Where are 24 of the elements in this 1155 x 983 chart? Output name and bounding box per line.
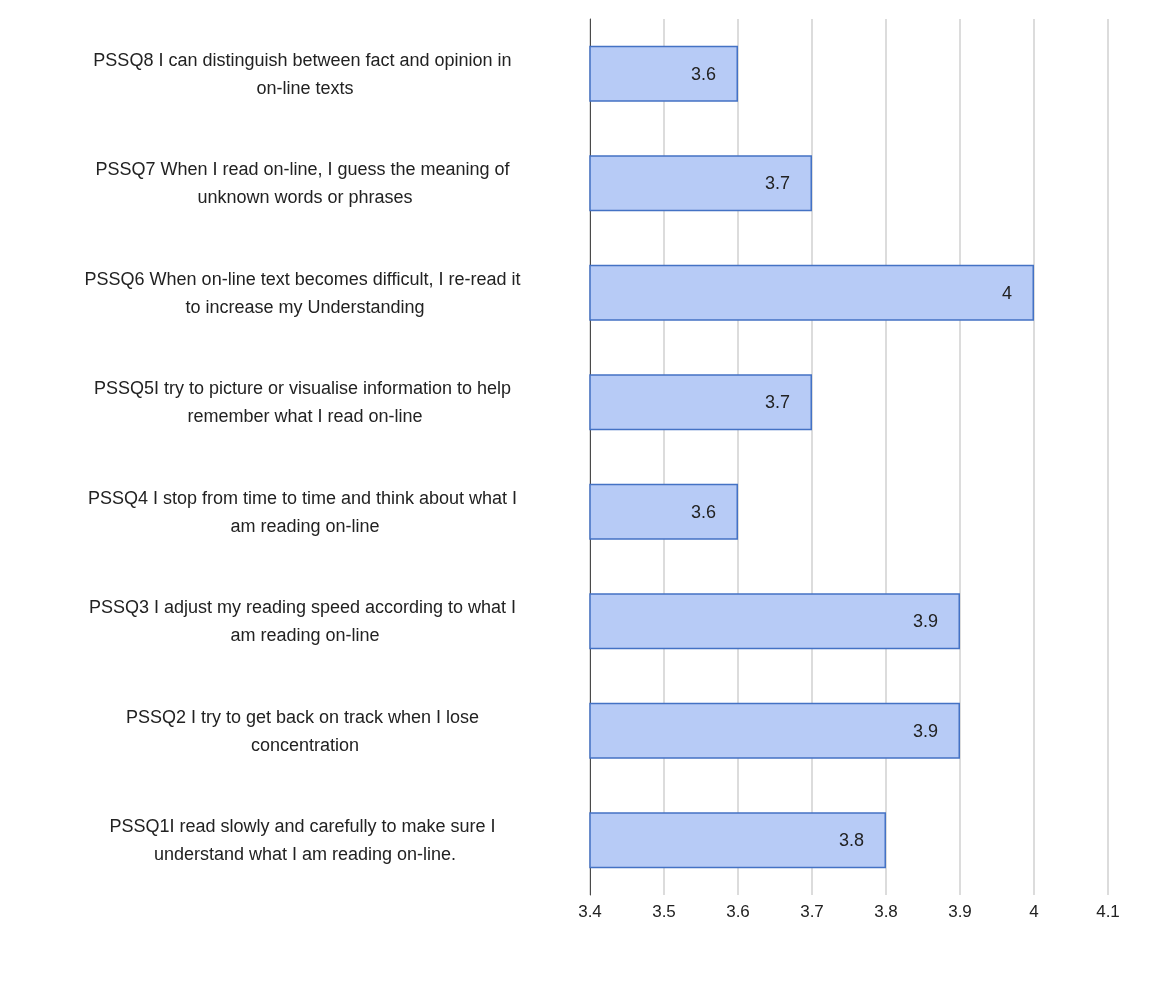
x-tick-label: 3.7 <box>800 902 824 921</box>
data-label: 3.7 <box>764 392 790 413</box>
y-tick-label: PSSQ4 I stop from time to time and think about what I am reading on-line <box>87 487 523 536</box>
y-tick-label: PSSQ2 I try to get back on track when I lose concentration <box>125 706 485 755</box>
y-tick-label: PSSQ8 I can distinguish between fact and opinion in on-line texts <box>93 49 517 98</box>
x-tick-label: 3.6 <box>726 902 750 921</box>
y-tick-label: PSSQ1I read slowly and carefully to make sure I understand what I am reading on-line. <box>109 816 501 865</box>
y-tick-label: PSSQ3 I adjust my reading speed according to what I am reading on-line <box>88 597 522 646</box>
x-tick-label: 3.4 <box>578 902 602 921</box>
data-label: 3.9 <box>912 720 938 741</box>
x-tick-label: 3.9 <box>948 902 972 921</box>
data-label: 4 <box>1001 282 1012 303</box>
data-label: 3.9 <box>912 611 938 632</box>
data-label: 3.7 <box>764 173 790 194</box>
x-tick-label: 4.1 <box>1096 902 1120 921</box>
x-tick-label: 4 <box>1029 902 1039 921</box>
x-tick-label: 3.8 <box>874 902 898 921</box>
y-tick-label: PSSQ7 When I read on-line, I guess the meaning of unknown words or phrases <box>95 159 515 208</box>
y-tick-label: PSSQ5I try to picture or visualise information to help remember what I read on-line <box>93 378 517 427</box>
data-label: 3.6 <box>690 63 716 84</box>
y-tick-label: PSSQ6 When on-line text becomes difficult, I re-read it to increase my Understanding <box>84 268 526 317</box>
x-tick-label: 3.5 <box>652 902 676 921</box>
data-label: 3.6 <box>690 501 716 522</box>
data-label: 3.8 <box>838 830 864 851</box>
